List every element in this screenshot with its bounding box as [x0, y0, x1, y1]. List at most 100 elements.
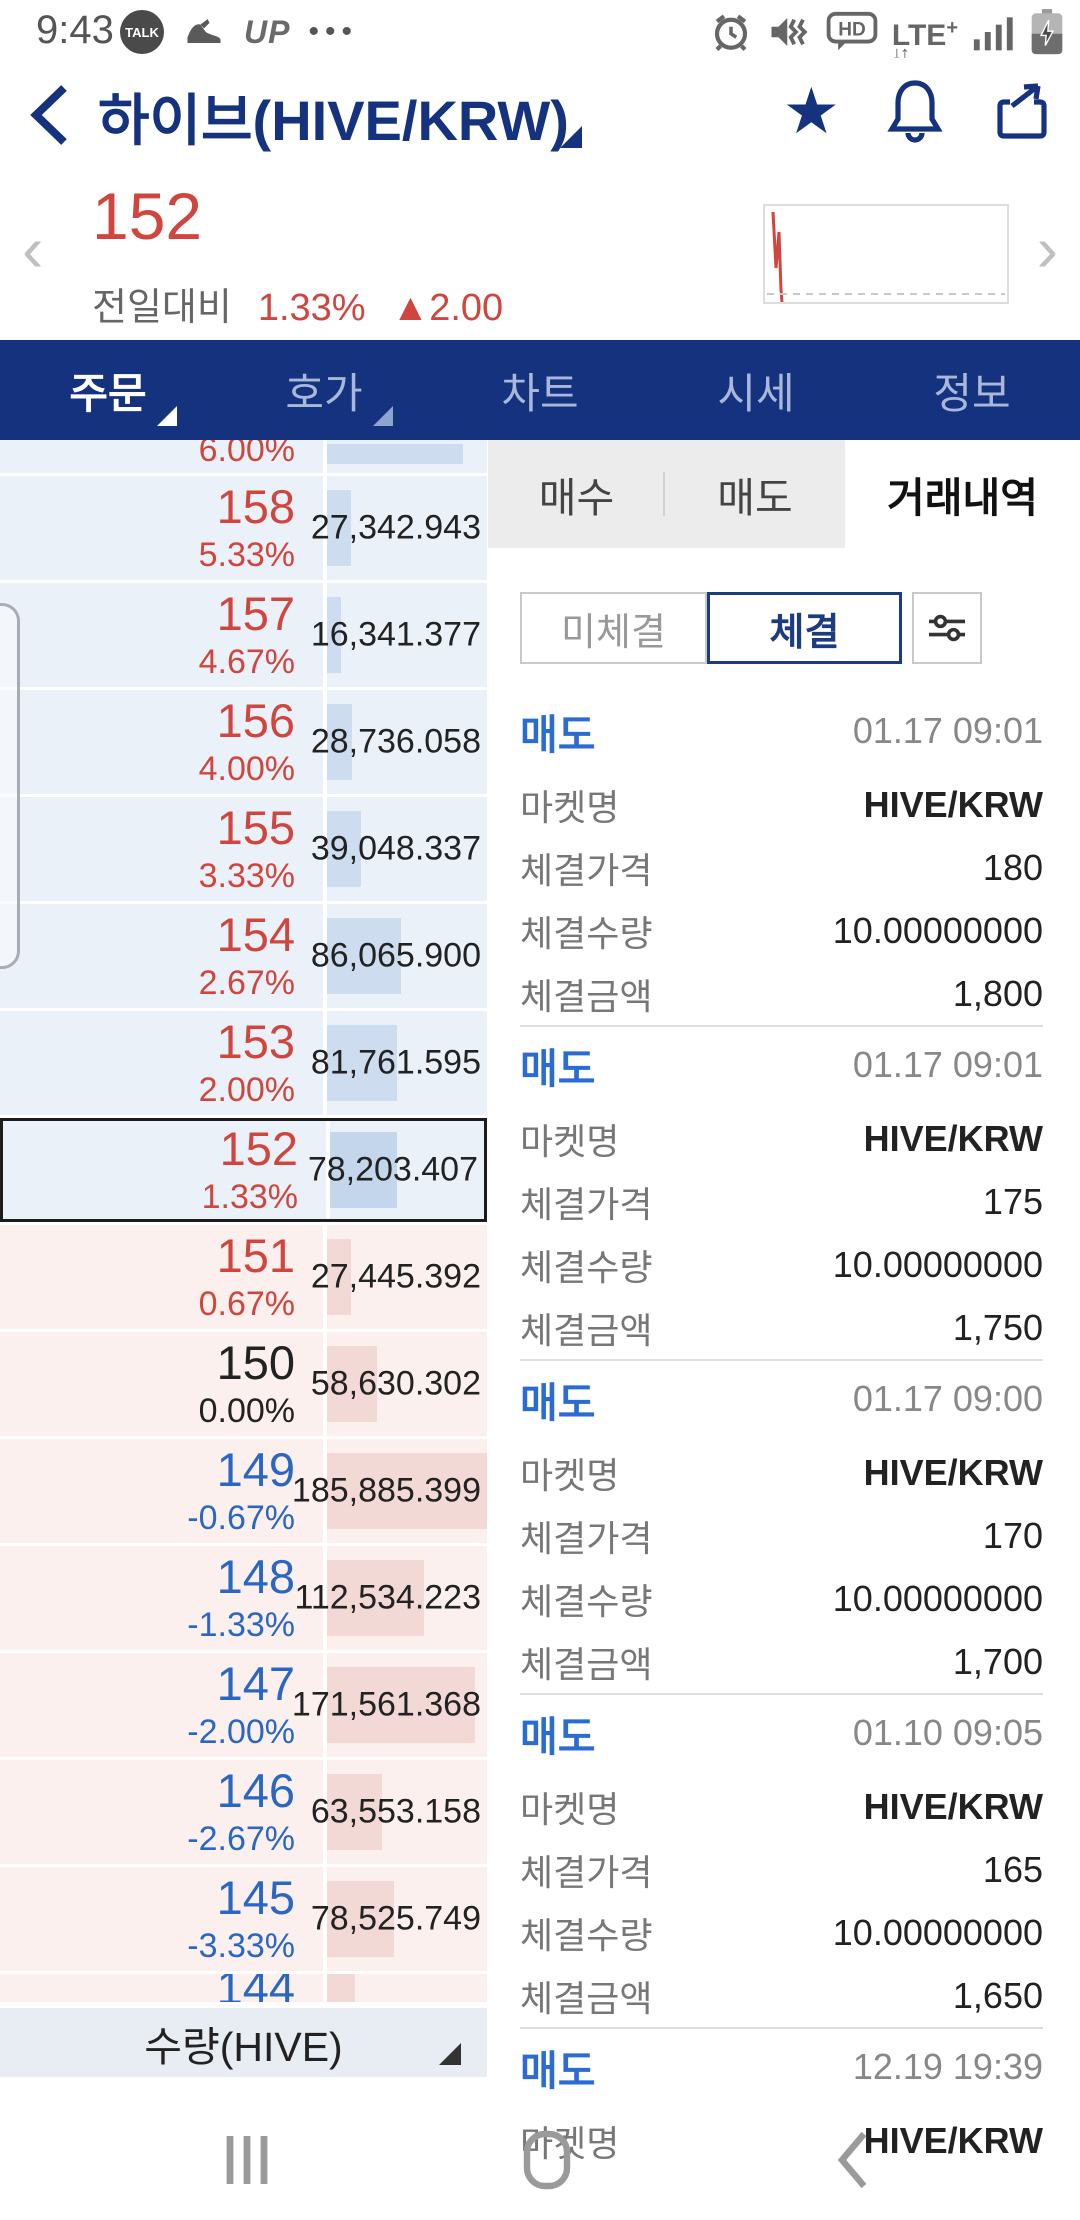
orderbook-row-144[interactable]: 144 [0, 1974, 487, 2002]
orderbook-row-154[interactable]: 154 2.67% 86,065.900 [0, 904, 487, 1008]
orderbook-price: 157 [216, 587, 295, 640]
back-nav-button[interactable] [832, 2128, 872, 2192]
battery-charging-icon [1031, 9, 1063, 55]
tab-buy[interactable]: 매수 [488, 440, 665, 548]
orderbook-row-153[interactable]: 153 2.00% 81,761.595 [0, 1011, 487, 1115]
home-button[interactable] [522, 2128, 572, 2192]
orderbook-volume-cell: 112,534.223 [294, 1546, 487, 1650]
entry-timestamp: 01.10 09:05 [852, 1712, 1043, 1753]
orderbook-row-152[interactable]: 152 1.33% 78,203.407 [0, 1118, 487, 1222]
orderbook-percent: -2.00% [187, 1713, 295, 1751]
alarm-icon [714, 14, 747, 51]
back-icon[interactable] [26, 82, 72, 148]
drawer-handle[interactable] [0, 603, 20, 969]
bell-icon[interactable] [884, 77, 946, 145]
mini-chart [763, 204, 1009, 304]
share-icon[interactable] [990, 78, 1052, 144]
quantity-unit-toggle[interactable]: 수량(HIVE) [0, 2008, 487, 2077]
entry-field-value: 1,650 [952, 1974, 1043, 2016]
current-price: 152 [92, 179, 203, 253]
quantity-unit-label: 수량(HIVE) [144, 2023, 343, 2070]
shoe-icon [187, 19, 221, 43]
nav-tab-1[interactable]: 호가 [216, 340, 432, 440]
orderbook-row-158[interactable]: 158 5.33% 27,342.943 [0, 476, 487, 580]
orderbook-price-cell: 6.00% [0, 440, 323, 473]
next-market-chevron[interactable]: › [1036, 213, 1058, 285]
entry-field-value: HIVE/KRW [863, 1785, 1043, 1827]
up-app-icon: UP [244, 13, 291, 50]
orderbook-row-150[interactable]: 150 0.00% 58,630.302 [0, 1332, 487, 1436]
orderbook-price: 147 [216, 1657, 295, 1710]
orderbook: 6.00% 158 5.33% 27,342.943 157 4.67% 16,341.37… [0, 440, 487, 2002]
orderbook-row-145[interactable]: 145 -3.33% 78,525.749 [0, 1867, 487, 1971]
orderbook-row-147[interactable]: 147 -2.00% 171,561.368 [0, 1653, 487, 1757]
entry-field-label: 체결금액 [520, 1977, 653, 2019]
title-dropdown-caret [560, 126, 582, 148]
entry-field-value: 165 [982, 1848, 1043, 1890]
page-title[interactable]: 하이브(HIVE/KRW) [98, 89, 569, 152]
prev-market-chevron[interactable]: ‹ [22, 213, 44, 285]
main-nav-tabs: 주문 호가 차트 시세 정보 [0, 340, 1080, 440]
orderbook-row-155[interactable]: 155 3.33% 39,048.337 [0, 797, 487, 901]
entry-side-label: 매도 [520, 1380, 596, 1426]
filter-button[interactable] [912, 592, 982, 664]
volume-bar [327, 1881, 394, 1957]
mute-vibrate-icon [771, 18, 808, 46]
pending-orders-button[interactable]: 미체결 [520, 592, 707, 664]
nav-tab-label: 정보 [933, 369, 1011, 417]
orderbook-percent: -2.67% [187, 1820, 295, 1858]
nav-tab-label: 호가 [285, 369, 363, 417]
orderbook-price: 152 [219, 1122, 298, 1175]
entry-field-value: 170 [982, 1514, 1043, 1556]
trade-history-entry: 매도 01.17 09:00 마켓명 HIVE/KRW 체결가격 170 체결수량 10.00… [488, 1375, 1080, 1697]
nav-tab-3[interactable]: 시세 [648, 340, 864, 440]
tab-sell[interactable]: 매도 [665, 440, 845, 548]
volume-bar [327, 1239, 351, 1315]
trade-history-list: 매도 01.17 09:01 마켓명 HIVE/KRW 체결가격 180 체결수량 10.00… [488, 695, 1080, 2220]
nav-tab-0[interactable]: 주문 [0, 340, 216, 440]
orderbook-price: 153 [216, 1015, 295, 1068]
orderbook-percent: 0.67% [198, 1285, 295, 1323]
tab-trade-history[interactable]: 거래내역 [845, 440, 1080, 548]
entry-field-label: 체결수량 [520, 912, 653, 954]
volume-value: 27,445.392 [310, 1257, 481, 1296]
orderbook-price-cell: 154 2.67% [0, 904, 323, 1008]
entry-field-value: HIVE/KRW [863, 2119, 1043, 2161]
filled-orders-button[interactable]: 체결 [707, 592, 902, 664]
volume-bar [327, 597, 341, 673]
entry-field-value: 1,750 [952, 1306, 1043, 1348]
nav-tab-2[interactable]: 차트 [432, 340, 648, 440]
orderbook-percent: -0.67% [187, 1499, 295, 1537]
orderbook-row-149[interactable]: 149 -0.67% 185,885.399 [0, 1439, 487, 1543]
orderbook-volume-cell: 39,048.337 [311, 797, 487, 901]
orderbook-row-148[interactable]: 148 -1.33% 112,534.223 [0, 1546, 487, 1650]
entry-timestamp: 01.17 09:01 [852, 1044, 1043, 1085]
orderbook-price: 148 [216, 1550, 295, 1603]
orderbook-volume-cell: 58,630.302 [311, 1332, 487, 1436]
trade-history-entry: 매도 01.10 09:05 마켓명 HIVE/KRW 체결가격 165 체결수량 10.00… [488, 1709, 1080, 2031]
change-absolute: ▲2.00 [391, 287, 504, 329]
orderbook-volume-cell: 171,561.368 [292, 1653, 487, 1757]
entry-field-value: HIVE/KRW [863, 1117, 1043, 1159]
orderbook-volume-cell [327, 440, 487, 473]
entry-side-label: 매도 [520, 1714, 596, 1760]
orderbook-price-cell: 151 0.67% [0, 1225, 323, 1329]
orderbook-row-156[interactable]: 156 4.00% 28,736.058 [0, 690, 487, 794]
orderbook-volume-cell: 63,553.158 [311, 1760, 487, 1864]
orderbook-row-146[interactable]: 146 -2.67% 63,553.158 [0, 1760, 487, 1864]
nav-tab-4[interactable]: 정보 [864, 340, 1080, 440]
hd-voice-icon: HD [826, 11, 878, 51]
orderbook-percent: 2.00% [198, 1071, 295, 1109]
nav-tab-label: 시세 [717, 369, 795, 417]
volume-bar [327, 490, 351, 566]
entry-divider [520, 2027, 1043, 2029]
orderbook-volume-cell [327, 1974, 487, 2002]
orderbook-row[interactable]: 6.00% [0, 440, 487, 473]
favorite-star-icon[interactable]: ★ [782, 75, 840, 147]
orderbook-row-157[interactable]: 157 4.67% 16,341.377 [0, 583, 487, 687]
orderbook-row-151[interactable]: 151 0.67% 27,445.392 [0, 1225, 487, 1329]
signal-bars-icon [973, 17, 1013, 51]
volume-bar [327, 1346, 377, 1422]
recent-apps-button[interactable] [224, 2128, 270, 2192]
entry-field-label: 체결가격 [520, 849, 653, 891]
